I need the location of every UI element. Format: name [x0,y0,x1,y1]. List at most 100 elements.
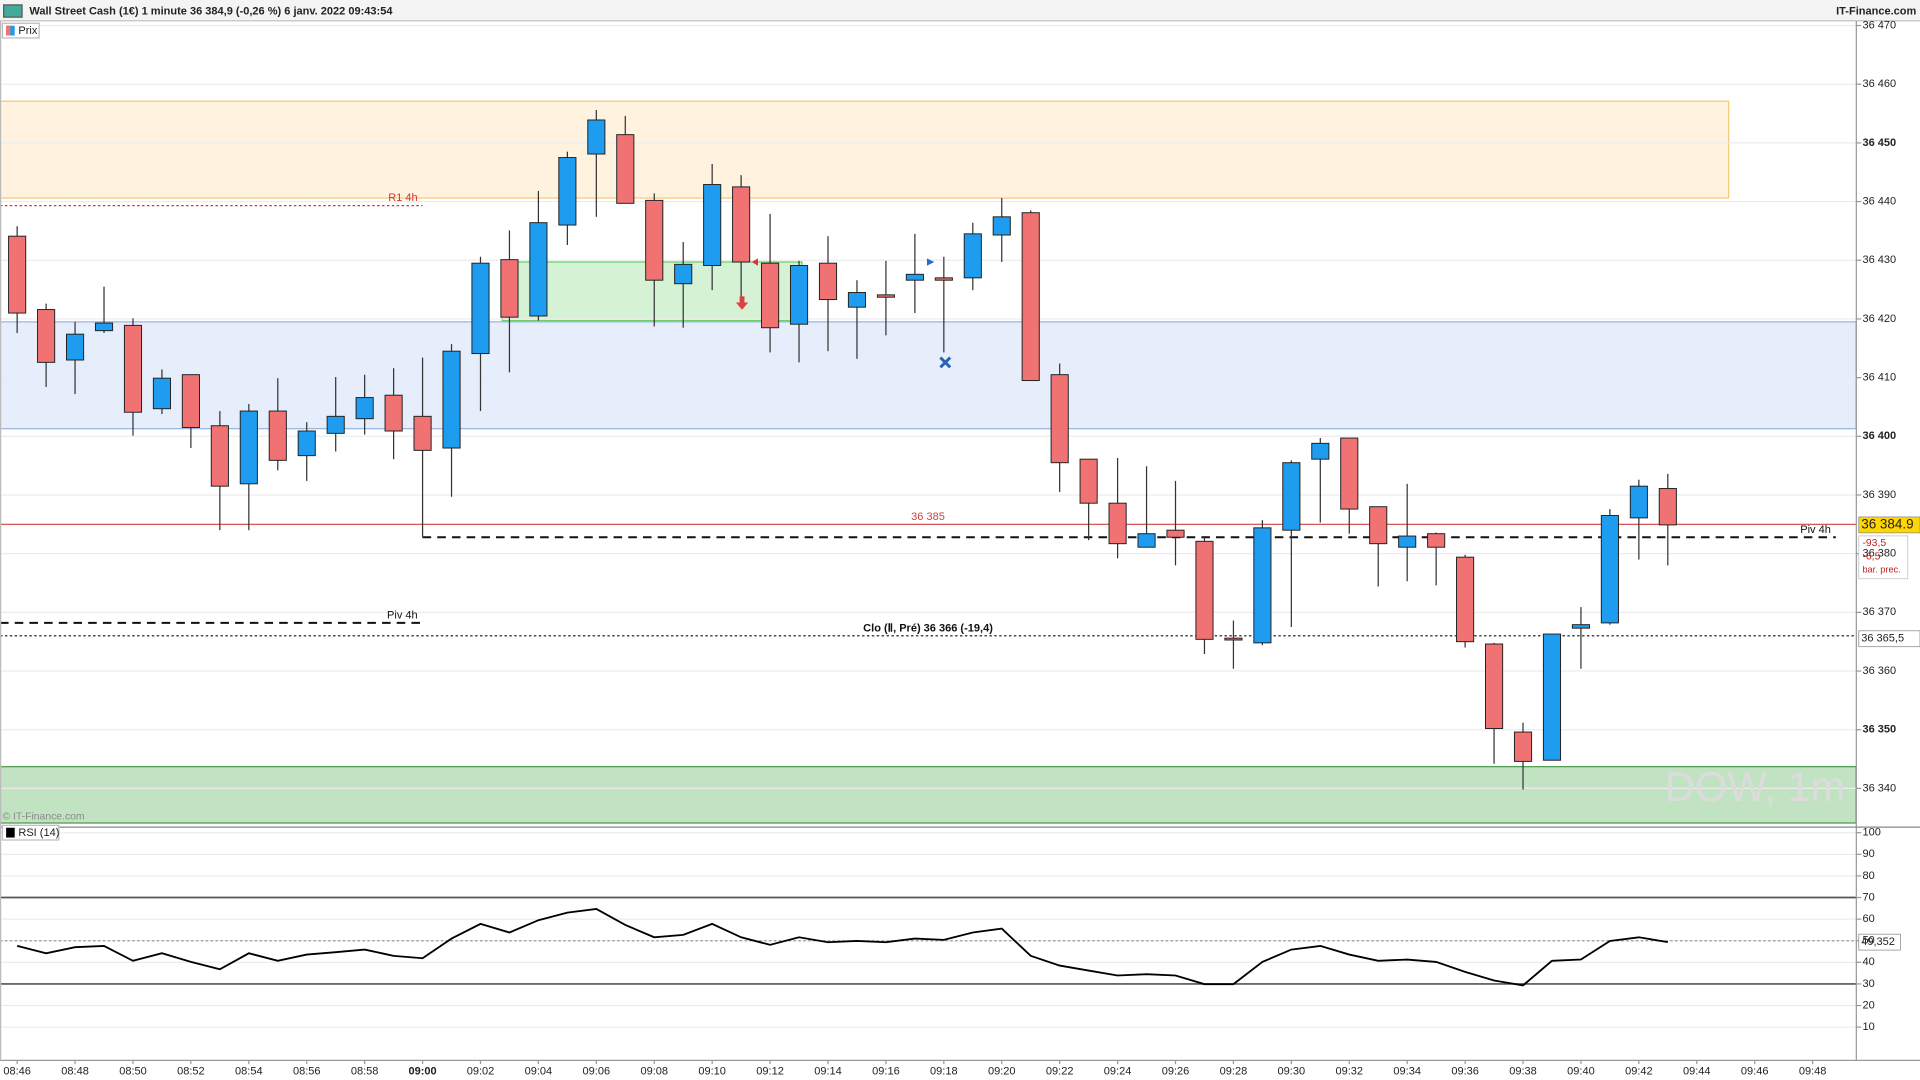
zone [0,100,1730,199]
x-tick-label: 09:10 [698,1065,726,1077]
x-tick-label: 09:04 [525,1065,553,1077]
y-tick-label: 36 380 [1862,548,1896,560]
x-tick-label: 09:40 [1567,1065,1595,1077]
x-tick-label: 08:50 [119,1065,147,1077]
price-tag-label: 36 365,5 [1861,633,1904,645]
level-label: Piv 4h [387,609,418,621]
x-tick-label: 09:28 [1220,1065,1248,1077]
candle-body [1485,643,1504,730]
y-tick-label: 40 [1862,956,1874,968]
candle-body [297,430,316,457]
y-tick-label: 36 420 [1862,313,1896,325]
candle-body [1629,485,1648,519]
candle-body [413,415,432,451]
candle-body [1658,488,1677,526]
candle-body [587,119,606,155]
level-label: R1 4h [388,192,417,204]
candle-body [384,394,403,432]
candle-body [1195,540,1214,640]
rsi-legend-box [1,824,60,841]
candle-body [1542,633,1562,761]
candle-body [876,294,895,298]
y-tick-label: 36 360 [1862,665,1896,677]
candle-body [1369,506,1388,545]
y-tick-label: 36 440 [1862,195,1896,207]
y-tick-label: 36 400 [1862,430,1896,442]
rsi-legend-label: RSI (14) [18,827,59,839]
y-tick-label: 36 470 [1862,19,1896,31]
candle-body [1050,374,1069,464]
x-tick-label: 09:48 [1799,1065,1827,1077]
candle-body [1108,502,1127,545]
candle-body [1571,624,1590,629]
y-tick-label: 36 390 [1862,489,1896,501]
x-tick-label: 09:44 [1683,1065,1711,1077]
x-tick-label: 08:58 [351,1065,379,1077]
x-tick-label: 09:14 [814,1065,842,1077]
candle-body [471,262,490,355]
candle-body [1137,533,1156,548]
candle-body [1398,535,1417,548]
app-icon [3,4,23,18]
watermark: DOW, 1m [1665,763,1845,810]
candle-body [616,134,635,204]
candle-body [65,333,85,361]
x-tick-label: 09:20 [988,1065,1016,1077]
candle-body [8,235,27,314]
rsi-legend-swatch [6,827,15,838]
x-tick-label: 09:06 [583,1065,611,1077]
candle-body [239,410,258,485]
candle-body [992,216,1011,236]
candle-body [152,377,171,410]
x-tick-label: 09:00 [408,1065,436,1077]
zone [0,766,1857,824]
marks [8,110,1677,987]
x-tick-label: 09:02 [467,1065,495,1077]
candle-body [442,350,461,449]
x-tick-label: 09:08 [640,1065,668,1077]
y-tick-label: 50 [1862,935,1874,947]
candle-body [1456,556,1475,643]
x-tick-label: 09:12 [756,1065,784,1077]
candle-body [558,157,577,226]
header-bar [0,0,1920,21]
y-tick-label: 20 [1862,999,1874,1011]
y-tick-label: 90 [1862,848,1874,860]
y-tick-label: 36 430 [1862,254,1896,266]
candle-body [355,397,374,420]
value-tag [1858,933,1901,951]
copyright: © IT-Finance.com [2,811,84,822]
candle-body [268,410,287,461]
candle-body [1282,462,1301,531]
candle-body [1224,637,1243,641]
candle-body [1021,212,1040,382]
candle-body [761,262,780,329]
candle-body [818,262,838,301]
x-tick-label: 08:56 [293,1065,321,1077]
candle-body [674,263,693,285]
y-tick-label: 80 [1862,870,1874,882]
x-tick-label: 08:54 [235,1065,263,1077]
candle-body [326,415,345,434]
price-tag-label: 36 384.9 [1861,516,1913,531]
candle-body [529,222,548,317]
candle-body [500,259,519,318]
candle-body [732,186,751,263]
zones [0,100,1857,824]
y-tick-label: 36 460 [1862,78,1896,90]
legend-swatch [6,25,11,36]
info-text: -6,5 [1862,551,1880,562]
info-text: bar. prec. [1862,565,1900,575]
x-tick-label: 09:16 [872,1065,900,1077]
x-tick-label: 09:34 [1393,1065,1421,1077]
candle-body [1311,442,1330,460]
x-tick-label: 09:42 [1625,1065,1653,1077]
price-tag [1858,630,1920,648]
candle-body [37,309,56,363]
price-tag [1858,516,1920,534]
candle-body [1079,458,1098,504]
x-tick-label: 08:46 [3,1065,31,1077]
